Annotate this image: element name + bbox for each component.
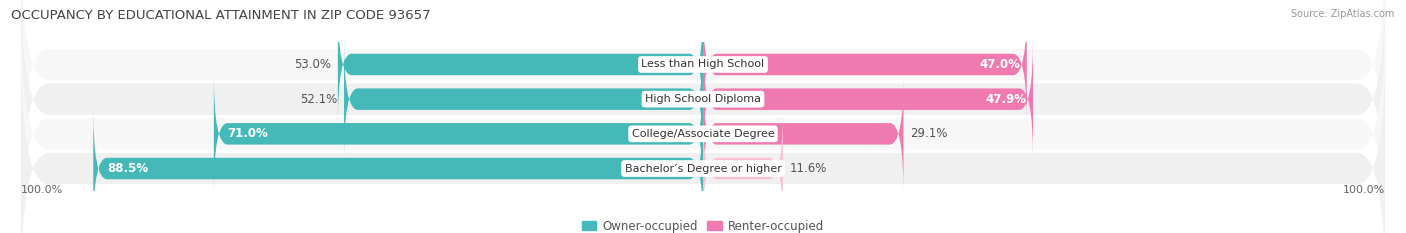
FancyBboxPatch shape xyxy=(703,75,904,192)
Text: Source: ZipAtlas.com: Source: ZipAtlas.com xyxy=(1291,9,1395,19)
Text: 29.1%: 29.1% xyxy=(910,127,948,140)
FancyBboxPatch shape xyxy=(703,110,783,227)
FancyBboxPatch shape xyxy=(337,6,703,123)
Text: 88.5%: 88.5% xyxy=(107,162,148,175)
FancyBboxPatch shape xyxy=(21,0,1385,188)
FancyBboxPatch shape xyxy=(214,75,703,192)
Text: 52.1%: 52.1% xyxy=(299,93,337,106)
Legend: Owner-occupied, Renter-occupied: Owner-occupied, Renter-occupied xyxy=(578,215,828,233)
Text: 53.0%: 53.0% xyxy=(294,58,330,71)
Text: OCCUPANCY BY EDUCATIONAL ATTAINMENT IN ZIP CODE 93657: OCCUPANCY BY EDUCATIONAL ATTAINMENT IN Z… xyxy=(11,9,430,22)
Text: 47.0%: 47.0% xyxy=(979,58,1019,71)
FancyBboxPatch shape xyxy=(21,0,1385,222)
Text: High School Diploma: High School Diploma xyxy=(645,94,761,104)
Text: 100.0%: 100.0% xyxy=(1343,185,1385,195)
FancyBboxPatch shape xyxy=(703,41,1033,158)
FancyBboxPatch shape xyxy=(93,110,703,227)
Text: 71.0%: 71.0% xyxy=(228,127,269,140)
Text: 11.6%: 11.6% xyxy=(790,162,827,175)
Text: College/Associate Degree: College/Associate Degree xyxy=(631,129,775,139)
FancyBboxPatch shape xyxy=(21,45,1385,233)
Text: Less than High School: Less than High School xyxy=(641,59,765,69)
Text: 100.0%: 100.0% xyxy=(21,185,63,195)
FancyBboxPatch shape xyxy=(21,11,1385,233)
Text: 47.9%: 47.9% xyxy=(986,93,1026,106)
Text: Bachelor’s Degree or higher: Bachelor’s Degree or higher xyxy=(624,164,782,174)
FancyBboxPatch shape xyxy=(344,41,703,158)
FancyBboxPatch shape xyxy=(703,6,1026,123)
